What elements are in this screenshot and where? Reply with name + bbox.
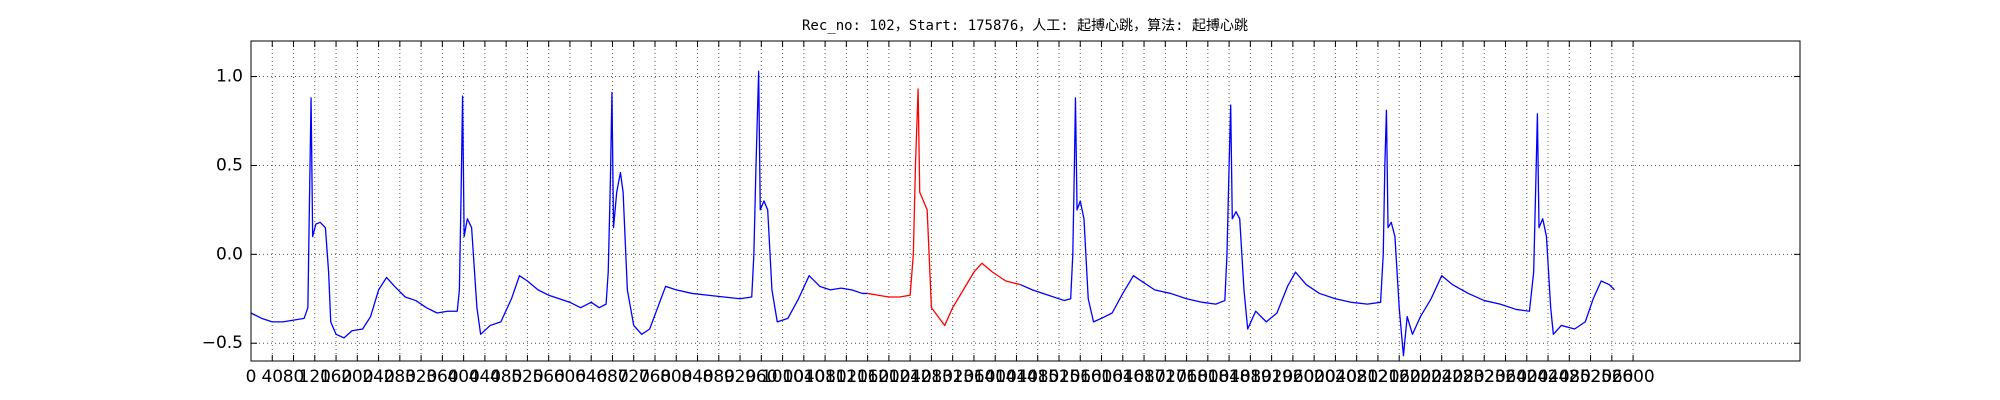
x-tick-label: 1320	[931, 367, 974, 387]
x-tick-label: 1160	[846, 367, 889, 387]
x-tick-label: 2440	[1526, 367, 1569, 387]
x-tick-label: 1680	[1122, 367, 1165, 387]
x-tick-label: 120	[299, 367, 331, 387]
x-tick-label: 1360	[952, 367, 995, 387]
x-tick-label: 2480	[1548, 367, 1591, 387]
y-tick-label: 0.5	[216, 155, 243, 175]
x-tick-label: 2280	[1441, 367, 1484, 387]
x-tick-label: 1760	[1165, 367, 1208, 387]
x-tick-label: 1200	[867, 367, 910, 387]
x-tick-label: 2040	[1314, 367, 1357, 387]
chart-title: Rec_no: 102，Start: 175876，人工: 起搏心跳，算法: 起…	[802, 17, 1248, 34]
x-tick-label: 1560	[1059, 367, 1102, 387]
x-tick-label: 1480	[1016, 367, 1059, 387]
x-tick-label: 1640	[1101, 367, 1144, 387]
x-tick-label: 2320	[1463, 367, 1506, 387]
x-tick-label: 1400	[974, 367, 1017, 387]
x-tick-label: 960	[745, 367, 777, 387]
x-tick-label: 840	[681, 367, 713, 387]
x-tick-label: 1440	[995, 367, 1038, 387]
y-tick-label: −0.5	[202, 333, 243, 353]
x-tick-label: 2120	[1356, 367, 1399, 387]
x-tick-label: 680	[596, 367, 628, 387]
y-tick-label: 1.0	[216, 67, 243, 87]
x-tick-label: 800	[660, 367, 692, 387]
x-tick-label: 640	[575, 367, 607, 387]
x-tick-label: 2080	[1335, 367, 1378, 387]
x-tick-label: 160	[320, 367, 352, 387]
x-tick-label: 1080	[803, 367, 846, 387]
x-tick-label: 2560	[1590, 367, 1633, 387]
x-tick-label: 480	[490, 367, 522, 387]
x-tick-label: 400	[447, 367, 479, 387]
x-tick-label: 600	[554, 367, 586, 387]
x-tick-label: 520	[511, 367, 543, 387]
x-tick-label: 2160	[1378, 367, 1421, 387]
x-tick-label: 1720	[1144, 367, 1187, 387]
x-tick-label: 1920	[1250, 367, 1293, 387]
ecg-line	[867, 88, 1021, 327]
x-tick-label: 240	[362, 367, 394, 387]
x-tick-label: 920	[724, 367, 756, 387]
x-tick-label: 1880	[1229, 367, 1272, 387]
x-tick-label: 280	[384, 367, 416, 387]
x-tick-label: 1240	[889, 367, 932, 387]
x-tick-label: 1000	[761, 367, 804, 387]
x-tick-label: 440	[469, 367, 501, 387]
x-tick-label: 1520	[1037, 367, 1080, 387]
x-tick-label: 2000	[1293, 367, 1336, 387]
ecg-line	[1019, 97, 1615, 357]
x-tick-label: 720	[618, 367, 650, 387]
x-tick-label: 1280	[910, 367, 953, 387]
x-tick-label: 2360	[1484, 367, 1527, 387]
x-tick-label: 1840	[1207, 367, 1250, 387]
x-tick-label: 2600	[1611, 367, 1654, 387]
x-tick-label: 560	[532, 367, 564, 387]
x-tick-label: 0	[246, 367, 257, 387]
x-tick-label: 360	[426, 367, 458, 387]
x-tick-label: 40	[261, 367, 283, 387]
x-tick-label: 1800	[1186, 367, 1229, 387]
y-tick-label: 0.0	[216, 244, 243, 264]
x-tick-label: 2520	[1569, 367, 1612, 387]
x-tick-label: 2200	[1399, 367, 1442, 387]
x-tick-label: 1120	[825, 367, 868, 387]
x-tick-label: 760	[639, 367, 671, 387]
x-tick-label: 1600	[1080, 367, 1123, 387]
x-tick-label: 2240	[1420, 367, 1463, 387]
x-tick-label: 880	[703, 367, 735, 387]
x-tick-label: 2400	[1505, 367, 1548, 387]
x-tick-label: 1960	[1271, 367, 1314, 387]
x-tick-label: 320	[405, 367, 437, 387]
x-tick-label: 1040	[782, 367, 825, 387]
plot-frame	[250, 40, 1801, 362]
x-tick-label: 80	[283, 367, 305, 387]
x-tick-label: 200	[341, 367, 373, 387]
ecg-line	[250, 70, 868, 339]
